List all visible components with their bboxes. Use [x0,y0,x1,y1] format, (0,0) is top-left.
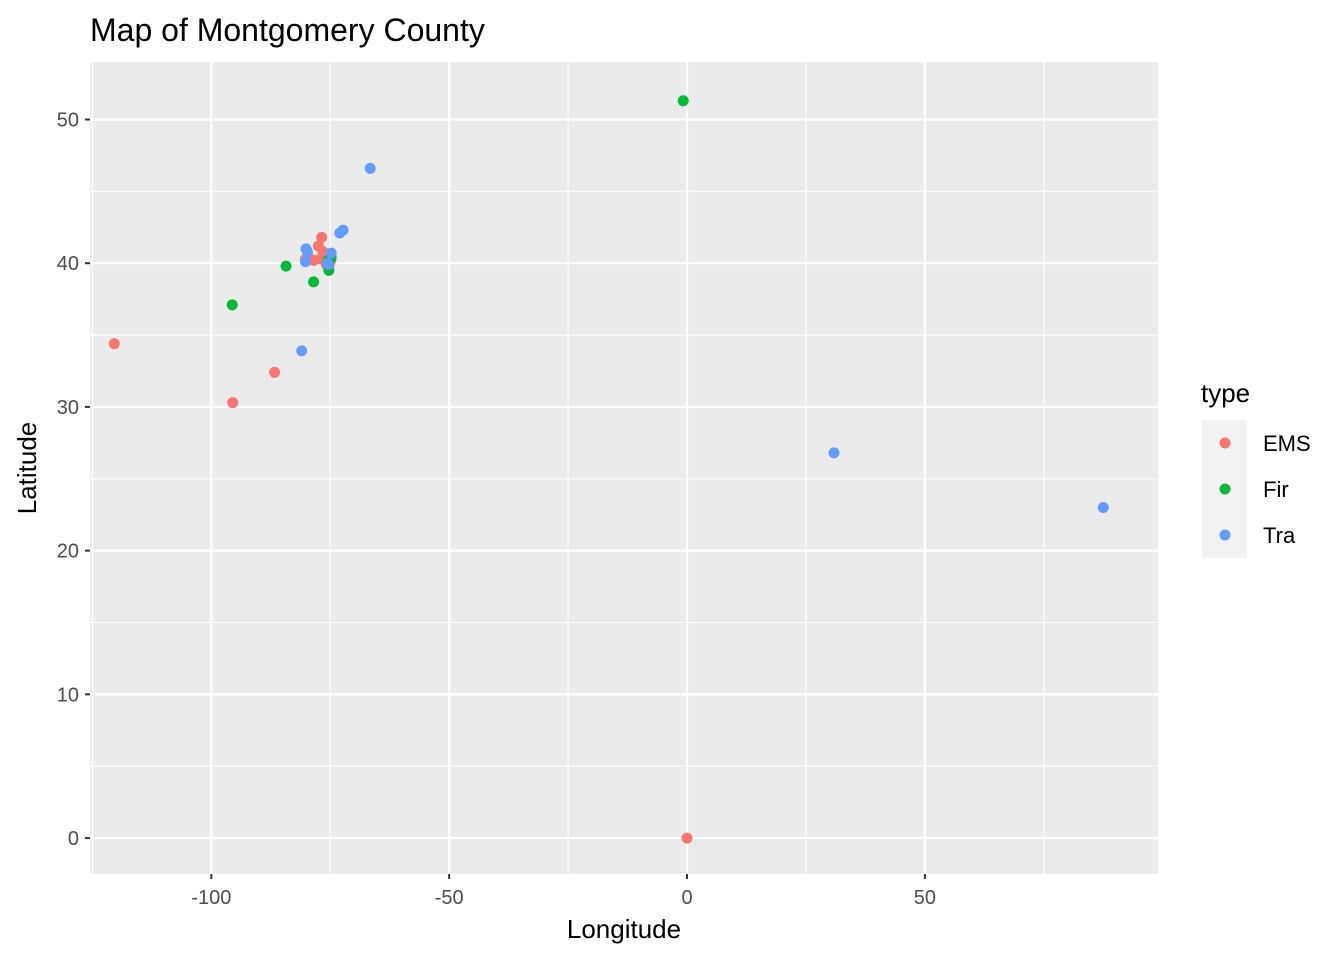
y-tick-label: 50 [57,109,79,131]
data-point-ems [108,338,120,350]
legend-dot-fir [1219,483,1231,495]
x-tick-label: 0 [681,887,692,909]
data-point-fir [226,299,238,311]
data-point-tra [1097,502,1109,514]
data-point-tra [828,447,840,459]
y-tick-label: 10 [57,684,79,706]
data-point-fir [280,260,292,272]
x-tick-label: -100 [191,887,231,909]
data-point-tra [300,256,312,268]
major-gridlines [90,62,1158,874]
legend-label-ems: EMS [1263,431,1311,456]
y-tick-label: 30 [57,397,79,419]
y-tick-label: 0 [68,828,79,850]
y-tick-label: 40 [57,253,79,275]
data-point-ems [681,832,693,844]
data-point-tra [296,345,308,357]
y-tick-label: 20 [57,541,79,563]
y-axis-title: Latitude [12,422,42,515]
chart-title: Map of Montgomery County [90,12,485,48]
legend-dot-tra [1219,529,1231,541]
x-axis-title: Longitude [567,914,681,944]
data-points [108,95,1109,844]
data-point-fir [677,95,689,107]
data-point-tra [337,224,349,236]
legend: type EMS Fir Tra [1201,378,1311,558]
legend-items: EMS Fir Tra [1202,420,1311,558]
data-point-fir [308,276,320,288]
data-point-ems [316,231,328,243]
x-tick-label: 50 [914,887,936,909]
legend-label-fir: Fir [1263,477,1289,502]
data-point-ems [227,397,239,409]
x-tick-label: -50 [435,887,464,909]
y-axis-ticks: 0 10 20 30 40 50 [57,109,90,850]
x-axis-ticks: -100 -50 0 50 [191,874,936,909]
data-point-tra [364,162,376,174]
data-point-ems [269,366,281,378]
legend-dot-ems [1219,437,1231,449]
data-point-tra [322,259,334,271]
legend-label-tra: Tra [1263,523,1296,548]
data-point-tra [325,247,337,259]
data-point-tra [301,246,313,258]
minor-gridlines [90,62,1158,874]
legend-title: type [1201,378,1250,408]
plot-panel [90,62,1158,874]
